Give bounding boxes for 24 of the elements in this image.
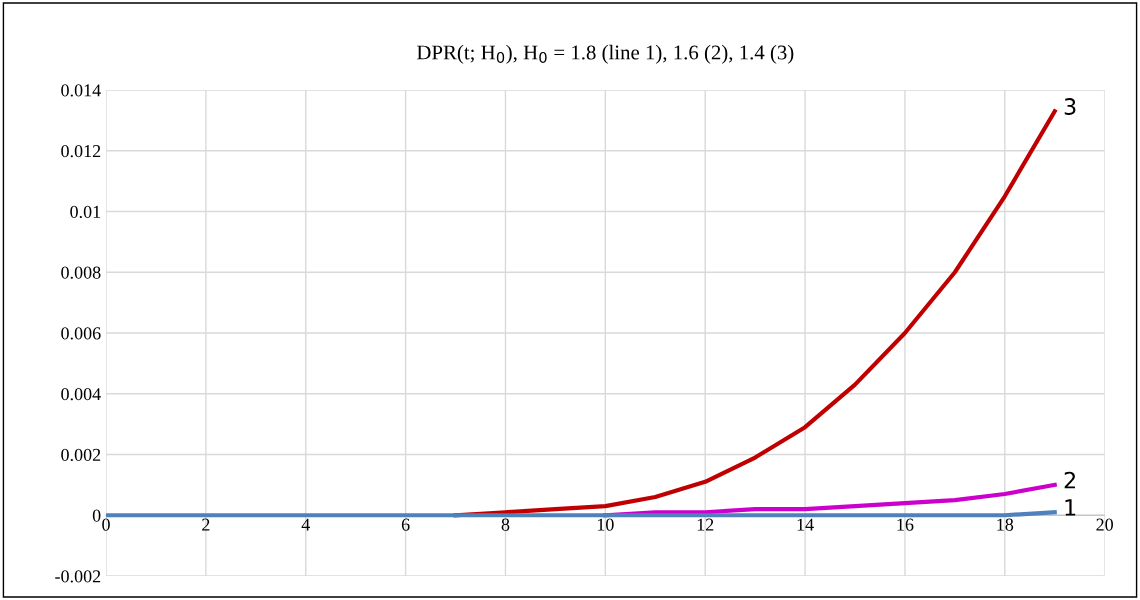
x-tick-label: 18 — [997, 518, 1014, 531]
y-tick-label: 0.01 — [70, 205, 101, 219]
x-tick-label: 16 — [897, 518, 914, 531]
x-tick-label: 10 — [597, 518, 614, 531]
y-tick-label: 0 — [92, 509, 101, 522]
y-tick-label: 0.004 — [61, 388, 101, 401]
y-tick-label: 0.006 — [61, 327, 101, 340]
x-tick-label: 14 — [797, 518, 814, 531]
series-label: 2 — [1064, 471, 1075, 489]
x-tick-label: 0 — [102, 518, 110, 531]
x-tick-label: 20 — [1096, 518, 1113, 531]
x-tick-label: 12 — [697, 518, 714, 531]
chart-title: DPR(t; H$_{0}$), H$_{0}$ = 1.8 (line 1), 1.6 (2), 1.4 (3) — [416, 44, 794, 64]
y-tick-label: 0.014 — [61, 84, 101, 97]
y-tick-label: 0.002 — [61, 448, 101, 462]
x-tick-label: 6 — [401, 518, 410, 531]
y-tick-label: 0.012 — [61, 145, 101, 158]
x-tick-label: 8 — [501, 518, 510, 531]
x-tick-label: 4 — [301, 518, 310, 531]
y-tick-label: -0.002 — [55, 570, 101, 583]
series-label: 3 — [1064, 98, 1076, 115]
series-label: 1 — [1065, 499, 1076, 516]
y-tick-label: 0.008 — [61, 266, 101, 279]
x-tick-label: 2 — [202, 518, 210, 531]
